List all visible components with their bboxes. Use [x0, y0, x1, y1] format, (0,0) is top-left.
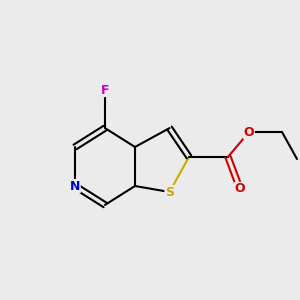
Text: O: O [235, 182, 245, 196]
Text: N: N [70, 179, 80, 193]
Text: F: F [101, 83, 109, 97]
Text: S: S [165, 185, 174, 199]
Text: O: O [244, 125, 254, 139]
